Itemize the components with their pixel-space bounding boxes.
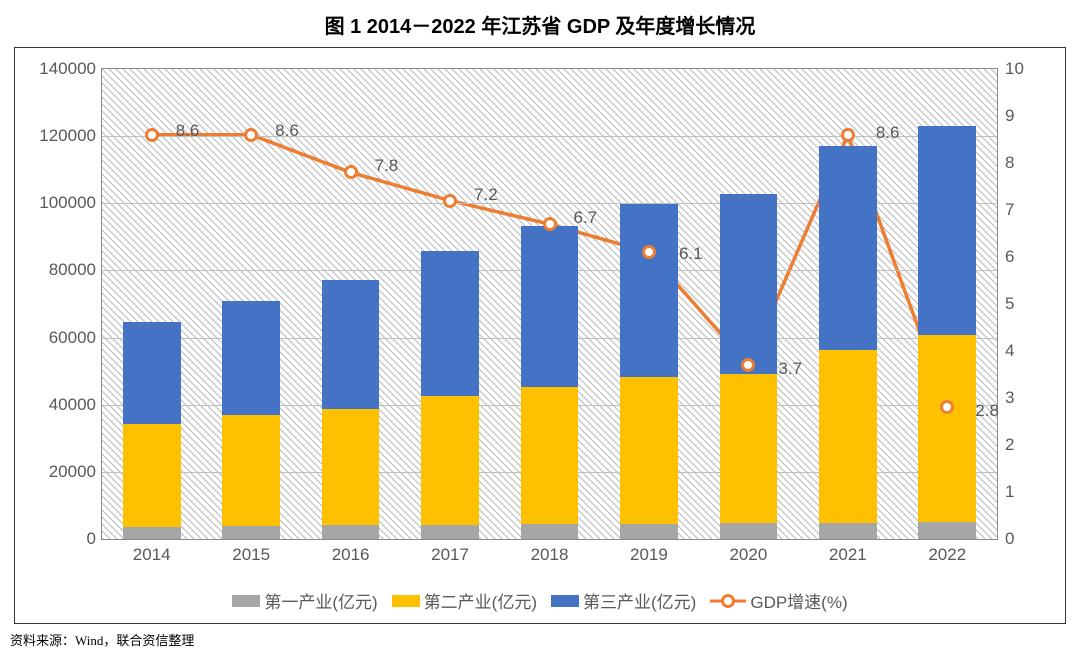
y-left-tick-label: 0: [87, 529, 102, 549]
gridline: [102, 136, 997, 137]
bar-segment: [918, 335, 976, 521]
y-right-tick-label: 7: [997, 200, 1014, 220]
bar-segment: [720, 523, 778, 539]
x-tick-label: 2016: [332, 539, 370, 565]
bar-segment: [222, 301, 280, 415]
bar-segment: [222, 415, 280, 526]
line-data-label: 6.1: [679, 244, 703, 264]
bar-segment: [819, 350, 877, 523]
bar-segment: [322, 280, 380, 409]
y-right-tick-label: 8: [997, 153, 1014, 173]
x-tick-label: 2022: [928, 539, 966, 565]
bar-segment: [620, 524, 678, 539]
legend-label: GDP增速(%): [750, 588, 847, 613]
bar-stack: [521, 226, 579, 539]
line-marker: [244, 128, 258, 142]
bar-segment: [421, 251, 479, 396]
bar-segment: [222, 526, 280, 539]
x-tick-label: 2015: [232, 539, 270, 565]
line-marker: [841, 128, 855, 142]
x-tick-label: 2020: [729, 539, 767, 565]
bar-segment: [521, 387, 579, 524]
bar-segment: [421, 396, 479, 525]
legend-item: 第三产业(亿元): [551, 588, 696, 613]
legend-item: 第二产业(亿元): [392, 588, 537, 613]
legend-swatch: [232, 595, 260, 607]
line-data-label: 7.2: [474, 185, 498, 205]
line-marker: [344, 165, 358, 179]
line-data-label: 3.7: [778, 359, 802, 379]
y-left-tick-label: 60000: [49, 328, 102, 348]
y-right-tick-label: 0: [997, 529, 1014, 549]
line-marker: [741, 358, 755, 372]
legend-line-icon: [710, 594, 746, 608]
legend-swatch: [551, 595, 579, 607]
y-right-tick-label: 2: [997, 435, 1014, 455]
figure-title: 图 1 2014－2022 年江苏省 GDP 及年度增长情况: [10, 10, 1070, 39]
y-right-tick-label: 3: [997, 388, 1014, 408]
legend: 第一产业(亿元) 第二产业(亿元) 第三产业(亿元) GDP增速(%): [15, 580, 1065, 623]
bar-segment: [620, 204, 678, 377]
line-marker: [940, 400, 954, 414]
y-right-tick-label: 10: [997, 59, 1024, 79]
line-marker: [642, 245, 656, 259]
legend-swatch: [392, 595, 420, 607]
x-tick-label: 2019: [630, 539, 668, 565]
bar-segment: [720, 194, 778, 373]
y-left-tick-label: 20000: [49, 462, 102, 482]
y-left-tick-label: 100000: [39, 193, 102, 213]
legend-label: 第二产业(亿元): [424, 588, 537, 613]
x-tick-label: 2014: [133, 539, 171, 565]
source-note: 资料来源：Wind，联合资信整理: [10, 630, 1070, 649]
line-marker: [145, 128, 159, 142]
line-data-label: 8.6: [275, 121, 299, 141]
bar-segment: [521, 226, 579, 387]
plot-wrap: 0 20000 40000 60000 80000 100000 120000 140000 0…: [15, 48, 1065, 580]
bar-segment: [322, 409, 380, 525]
legend-label: 第一产业(亿元): [264, 588, 377, 613]
legend-label: 第三产业(亿元): [583, 588, 696, 613]
line-data-label: 2.8: [975, 401, 999, 421]
y-left-tick-label: 120000: [39, 126, 102, 146]
line-data-label: 6.7: [574, 208, 598, 228]
bar-segment: [123, 322, 181, 424]
y-right-tick-label: 1: [997, 482, 1014, 502]
bar-stack: [222, 301, 280, 539]
bar-segment: [322, 525, 380, 539]
y-left-tick-label: 140000: [39, 59, 102, 79]
bar-segment: [918, 126, 976, 335]
line-marker: [543, 217, 557, 231]
y-right-tick-label: 6: [997, 247, 1014, 267]
legend-item: 第一产业(亿元): [232, 588, 377, 613]
chart-container: 0 20000 40000 60000 80000 100000 120000 140000 0…: [14, 47, 1066, 624]
bar-stack: [918, 126, 976, 539]
y-right-tick-label: 4: [997, 341, 1014, 361]
bar-segment: [918, 522, 976, 539]
bar-stack: [421, 251, 479, 539]
bar-segment: [720, 374, 778, 523]
x-tick-label: 2018: [531, 539, 569, 565]
bar-segment: [421, 525, 479, 539]
plot-area: 0200004000060000800001000001200001400000…: [101, 68, 998, 540]
bar-stack: [819, 146, 877, 539]
bar-stack: [123, 322, 181, 539]
y-right-tick-label: 9: [997, 106, 1014, 126]
bar-segment: [620, 377, 678, 524]
line-data-label: 8.6: [876, 123, 900, 143]
bar-segment: [123, 424, 181, 526]
y-left-tick-label: 80000: [49, 260, 102, 280]
bar-stack: [322, 280, 380, 539]
bar-segment: [123, 527, 181, 539]
y-right-tick-label: 5: [997, 294, 1014, 314]
x-tick-label: 2021: [829, 539, 867, 565]
line-marker: [443, 194, 457, 208]
bar-segment: [819, 523, 877, 539]
y-left-tick-label: 40000: [49, 395, 102, 415]
bar-segment: [521, 524, 579, 539]
line-data-label: 8.6: [176, 121, 200, 141]
x-tick-label: 2017: [431, 539, 469, 565]
legend-item: GDP增速(%): [710, 588, 847, 613]
bar-segment: [819, 146, 877, 350]
line-data-label: 7.8: [375, 156, 399, 176]
